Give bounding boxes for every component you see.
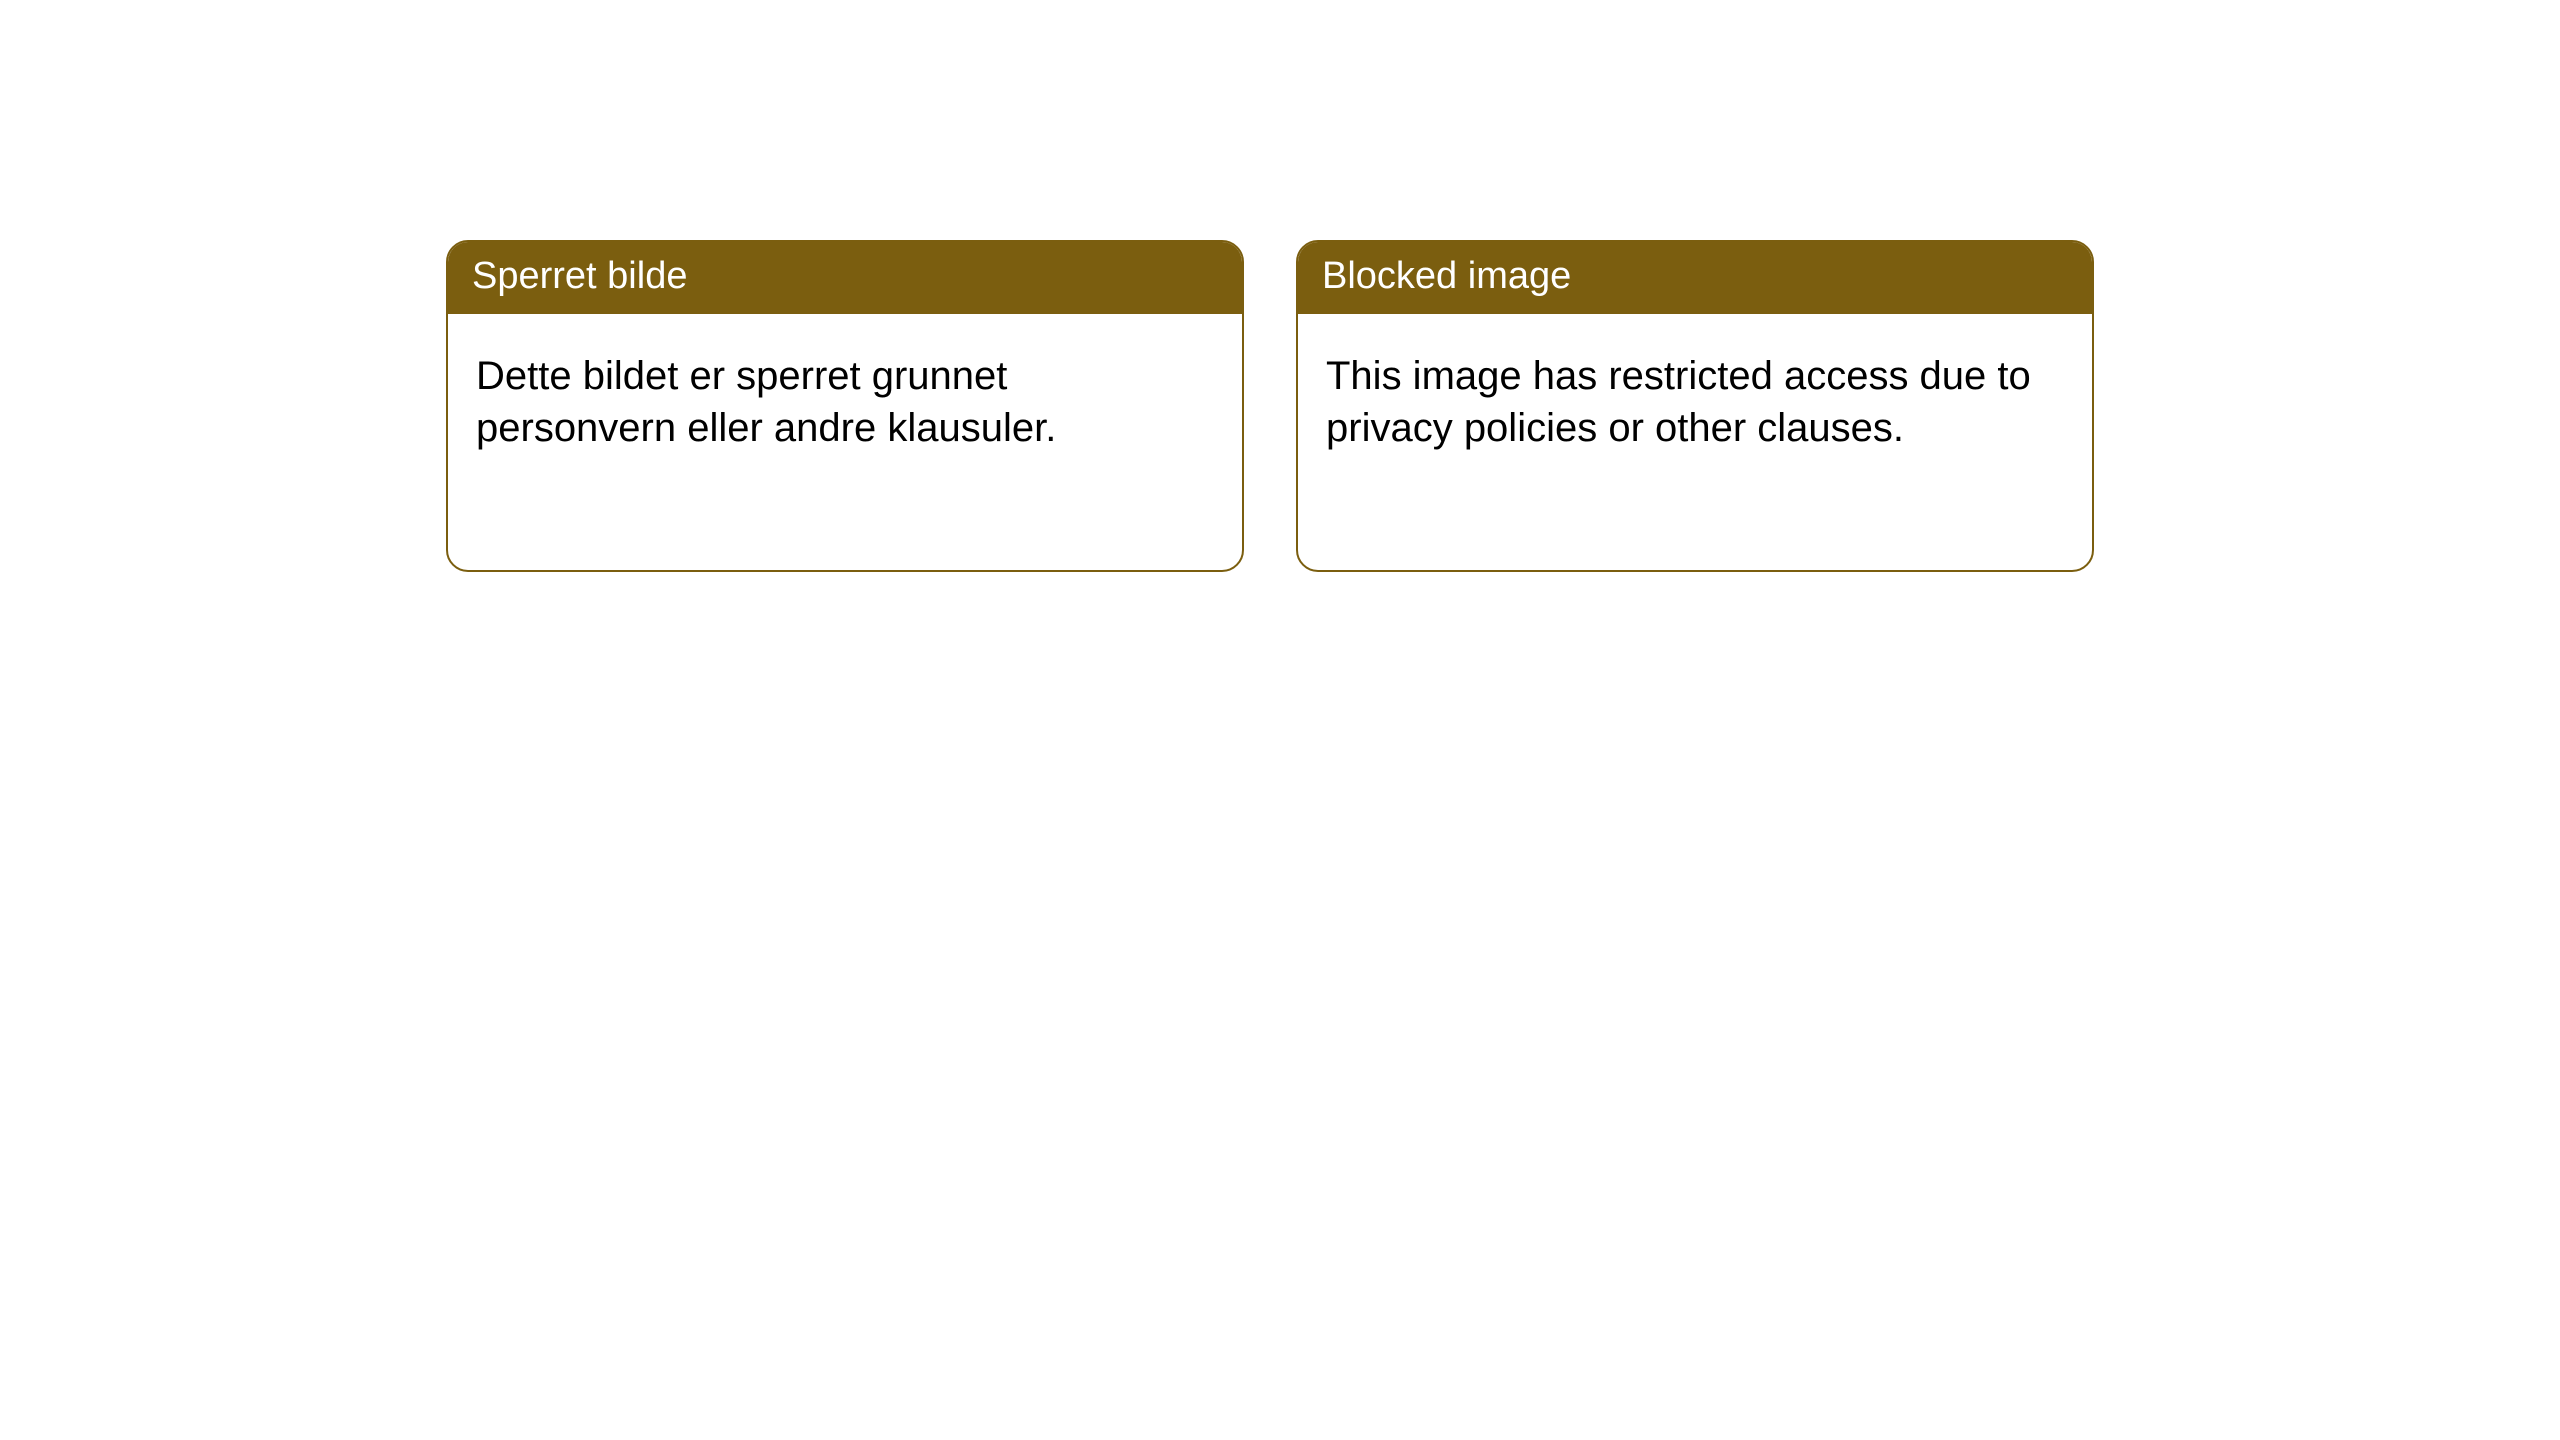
notice-box-no: Sperret bilde Dette bildet er sperret gr… <box>446 240 1244 572</box>
notice-container: Sperret bilde Dette bildet er sperret gr… <box>0 0 2560 572</box>
notice-body-en: This image has restricted access due to … <box>1298 314 2092 482</box>
notice-box-en: Blocked image This image has restricted … <box>1296 240 2094 572</box>
notice-header-en: Blocked image <box>1298 242 2092 314</box>
notice-body-no: Dette bildet er sperret grunnet personve… <box>448 314 1242 482</box>
notice-header-no: Sperret bilde <box>448 242 1242 314</box>
